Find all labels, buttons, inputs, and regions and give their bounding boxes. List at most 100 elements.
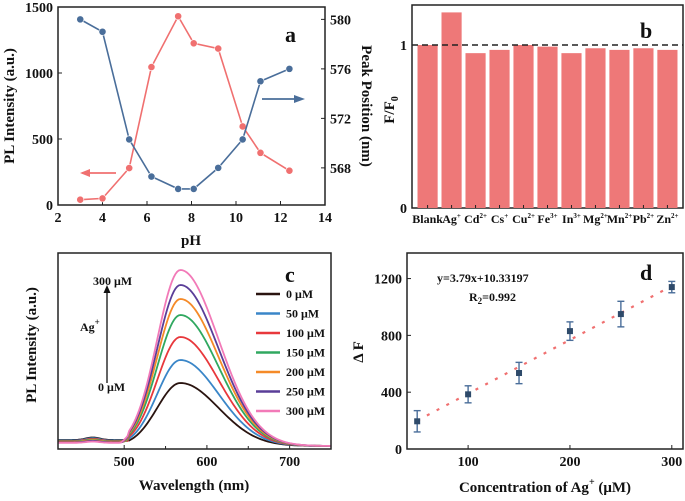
legend-label: 100 μM	[286, 326, 325, 340]
panel-c-xlabel: Wavelength (nm)	[139, 478, 249, 494]
panel-a-ylabel-right: Peak Position (nm)	[358, 45, 374, 167]
data-point-right	[214, 163, 223, 172]
bar	[441, 12, 462, 209]
bar	[513, 45, 534, 208]
x-tick-label: Cd2+	[464, 212, 487, 226]
data-point	[414, 418, 421, 425]
data-point	[516, 370, 523, 377]
y-right-tick-label: 568	[330, 162, 351, 177]
bar	[609, 49, 630, 208]
y-tick-label: 1500	[25, 1, 53, 16]
legend-label: 300 μM	[286, 404, 325, 418]
arrow-right-icon	[294, 95, 305, 103]
legend-label: 50 μM	[286, 307, 319, 321]
data-point-right	[189, 185, 198, 193]
data-point-right	[174, 185, 183, 193]
data-point	[566, 328, 573, 335]
y-tick-label: 0	[400, 202, 407, 217]
plot-frame	[406, 252, 684, 450]
series-line-right	[79, 18, 290, 190]
arrow-top-label: 300 μM	[93, 274, 132, 288]
data-point	[617, 311, 624, 318]
data-point-left	[214, 44, 223, 53]
x-tick-label: 700	[279, 455, 300, 470]
arrow-left-icon	[80, 169, 90, 177]
x-tick-label: Cs+	[491, 212, 508, 226]
x-tick-label: 600	[196, 455, 217, 470]
y-tick-label: 400	[381, 386, 402, 401]
data-point-left	[285, 166, 294, 175]
y-tick-label: 0	[46, 199, 53, 214]
x-tick-label: Fe3+	[537, 212, 557, 226]
x-tick-label: 500	[114, 455, 135, 470]
bar	[633, 48, 654, 209]
panel-a-ylabel: PL Intensity (a.u.)	[2, 48, 18, 164]
fit-line	[416, 285, 673, 422]
r-squared: R2=0.992	[469, 290, 516, 306]
panel-label-c: c	[285, 262, 295, 287]
x-tick-label: 14	[318, 211, 332, 226]
x-tick-label: 100	[458, 455, 479, 470]
panel-label-a: a	[285, 22, 296, 47]
arrow-label: Ag+	[80, 317, 100, 334]
fit-equation: y=3.79x+10.33197	[437, 271, 529, 285]
panel-b-ylabel: F/F0	[382, 96, 401, 124]
y-right-tick-label: 580	[330, 13, 351, 28]
y-tick-label: 0	[395, 443, 402, 458]
bar	[417, 45, 438, 208]
data-point-right	[76, 15, 85, 24]
panel-b: b F/F0 Blank Ag+ Cd2+ Cs+ Cu2+ Fe3+ In3+ Mg2+Mn…	[382, 4, 684, 226]
x-tick-label: 300	[661, 455, 682, 470]
legend-label: 250 μM	[286, 385, 325, 399]
data-point-right	[147, 172, 156, 181]
arrow-bottom-label: 0 μM	[98, 380, 125, 394]
panel-d-xlabel: Concentration of Ag+ (μM)	[459, 477, 631, 496]
legend-label: 200 μM	[286, 365, 325, 379]
arrow-head-icon	[103, 285, 111, 293]
bar	[465, 53, 486, 209]
x-tick-label: 4	[99, 211, 106, 226]
data-point-left	[147, 63, 156, 71]
panel-a: a pH PL Intensity (a.u.) Peak Position (…	[2, 1, 374, 249]
y-tick-label: 1	[400, 39, 407, 54]
plot-frame	[57, 252, 332, 450]
x-tick-label: Cu2+	[512, 212, 535, 226]
x-tick-label: 200	[559, 455, 580, 470]
y-tick-label: 1000	[25, 67, 53, 82]
x-tick-label: 6	[144, 211, 151, 226]
data-point	[668, 284, 675, 291]
x-tick-label: Pb2+	[633, 212, 655, 226]
data-point-right	[256, 77, 265, 86]
y-right-tick-label: 572	[330, 112, 351, 127]
data-point-right	[285, 64, 294, 73]
panel-d-ylabel: Δ F	[351, 341, 367, 363]
panel-d: d y=3.79x+10.33197 R2=0.992 Concentratio…	[351, 252, 684, 496]
y-right-tick-label: 576	[330, 63, 351, 78]
x-tick-label: 8	[188, 211, 195, 226]
x-tick-label: Ag+	[442, 212, 461, 226]
panel-label-b: b	[640, 18, 652, 43]
data-point-left	[174, 12, 183, 21]
data-point-right	[238, 135, 247, 144]
bar	[657, 49, 678, 208]
series-line-left	[80, 14, 290, 201]
data-point-left	[189, 39, 198, 48]
panel-c-ylabel: PL Intensity (a.u.)	[24, 287, 40, 403]
x-tick-label: Blank	[412, 212, 443, 226]
panel-a-xlabel: pH	[181, 233, 201, 249]
panel-label-d: d	[640, 260, 652, 285]
x-tick-label: 12	[274, 211, 288, 226]
y-tick-label: 800	[381, 329, 402, 344]
data-point-left	[98, 194, 107, 203]
data-point-right	[98, 27, 107, 36]
bar	[561, 53, 582, 209]
legend-label: 150 μM	[286, 346, 325, 360]
x-tick-label: Mn2+	[607, 212, 633, 226]
data-point-right	[125, 135, 134, 144]
data-point-left	[76, 195, 85, 204]
data-point	[465, 391, 472, 398]
data-point-left	[125, 164, 134, 172]
data-point-left	[256, 148, 265, 157]
bar	[489, 49, 510, 208]
